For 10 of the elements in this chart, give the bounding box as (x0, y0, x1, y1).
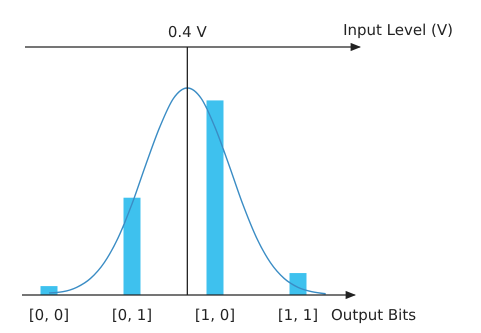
bar (124, 198, 140, 295)
x-axis-title: Output Bits (331, 306, 416, 324)
x-tick-label: [0, 1] (112, 306, 152, 324)
x-tick-label: [1, 0] (194, 306, 236, 324)
bar (290, 273, 306, 295)
text: 0.4 V (168, 23, 208, 41)
bar (206, 100, 224, 295)
x2-axis-title: Input Level (V) (343, 21, 453, 39)
x-tick-label: [0, 0] (28, 306, 70, 324)
x-tick-label: [1, 1] (278, 306, 318, 324)
